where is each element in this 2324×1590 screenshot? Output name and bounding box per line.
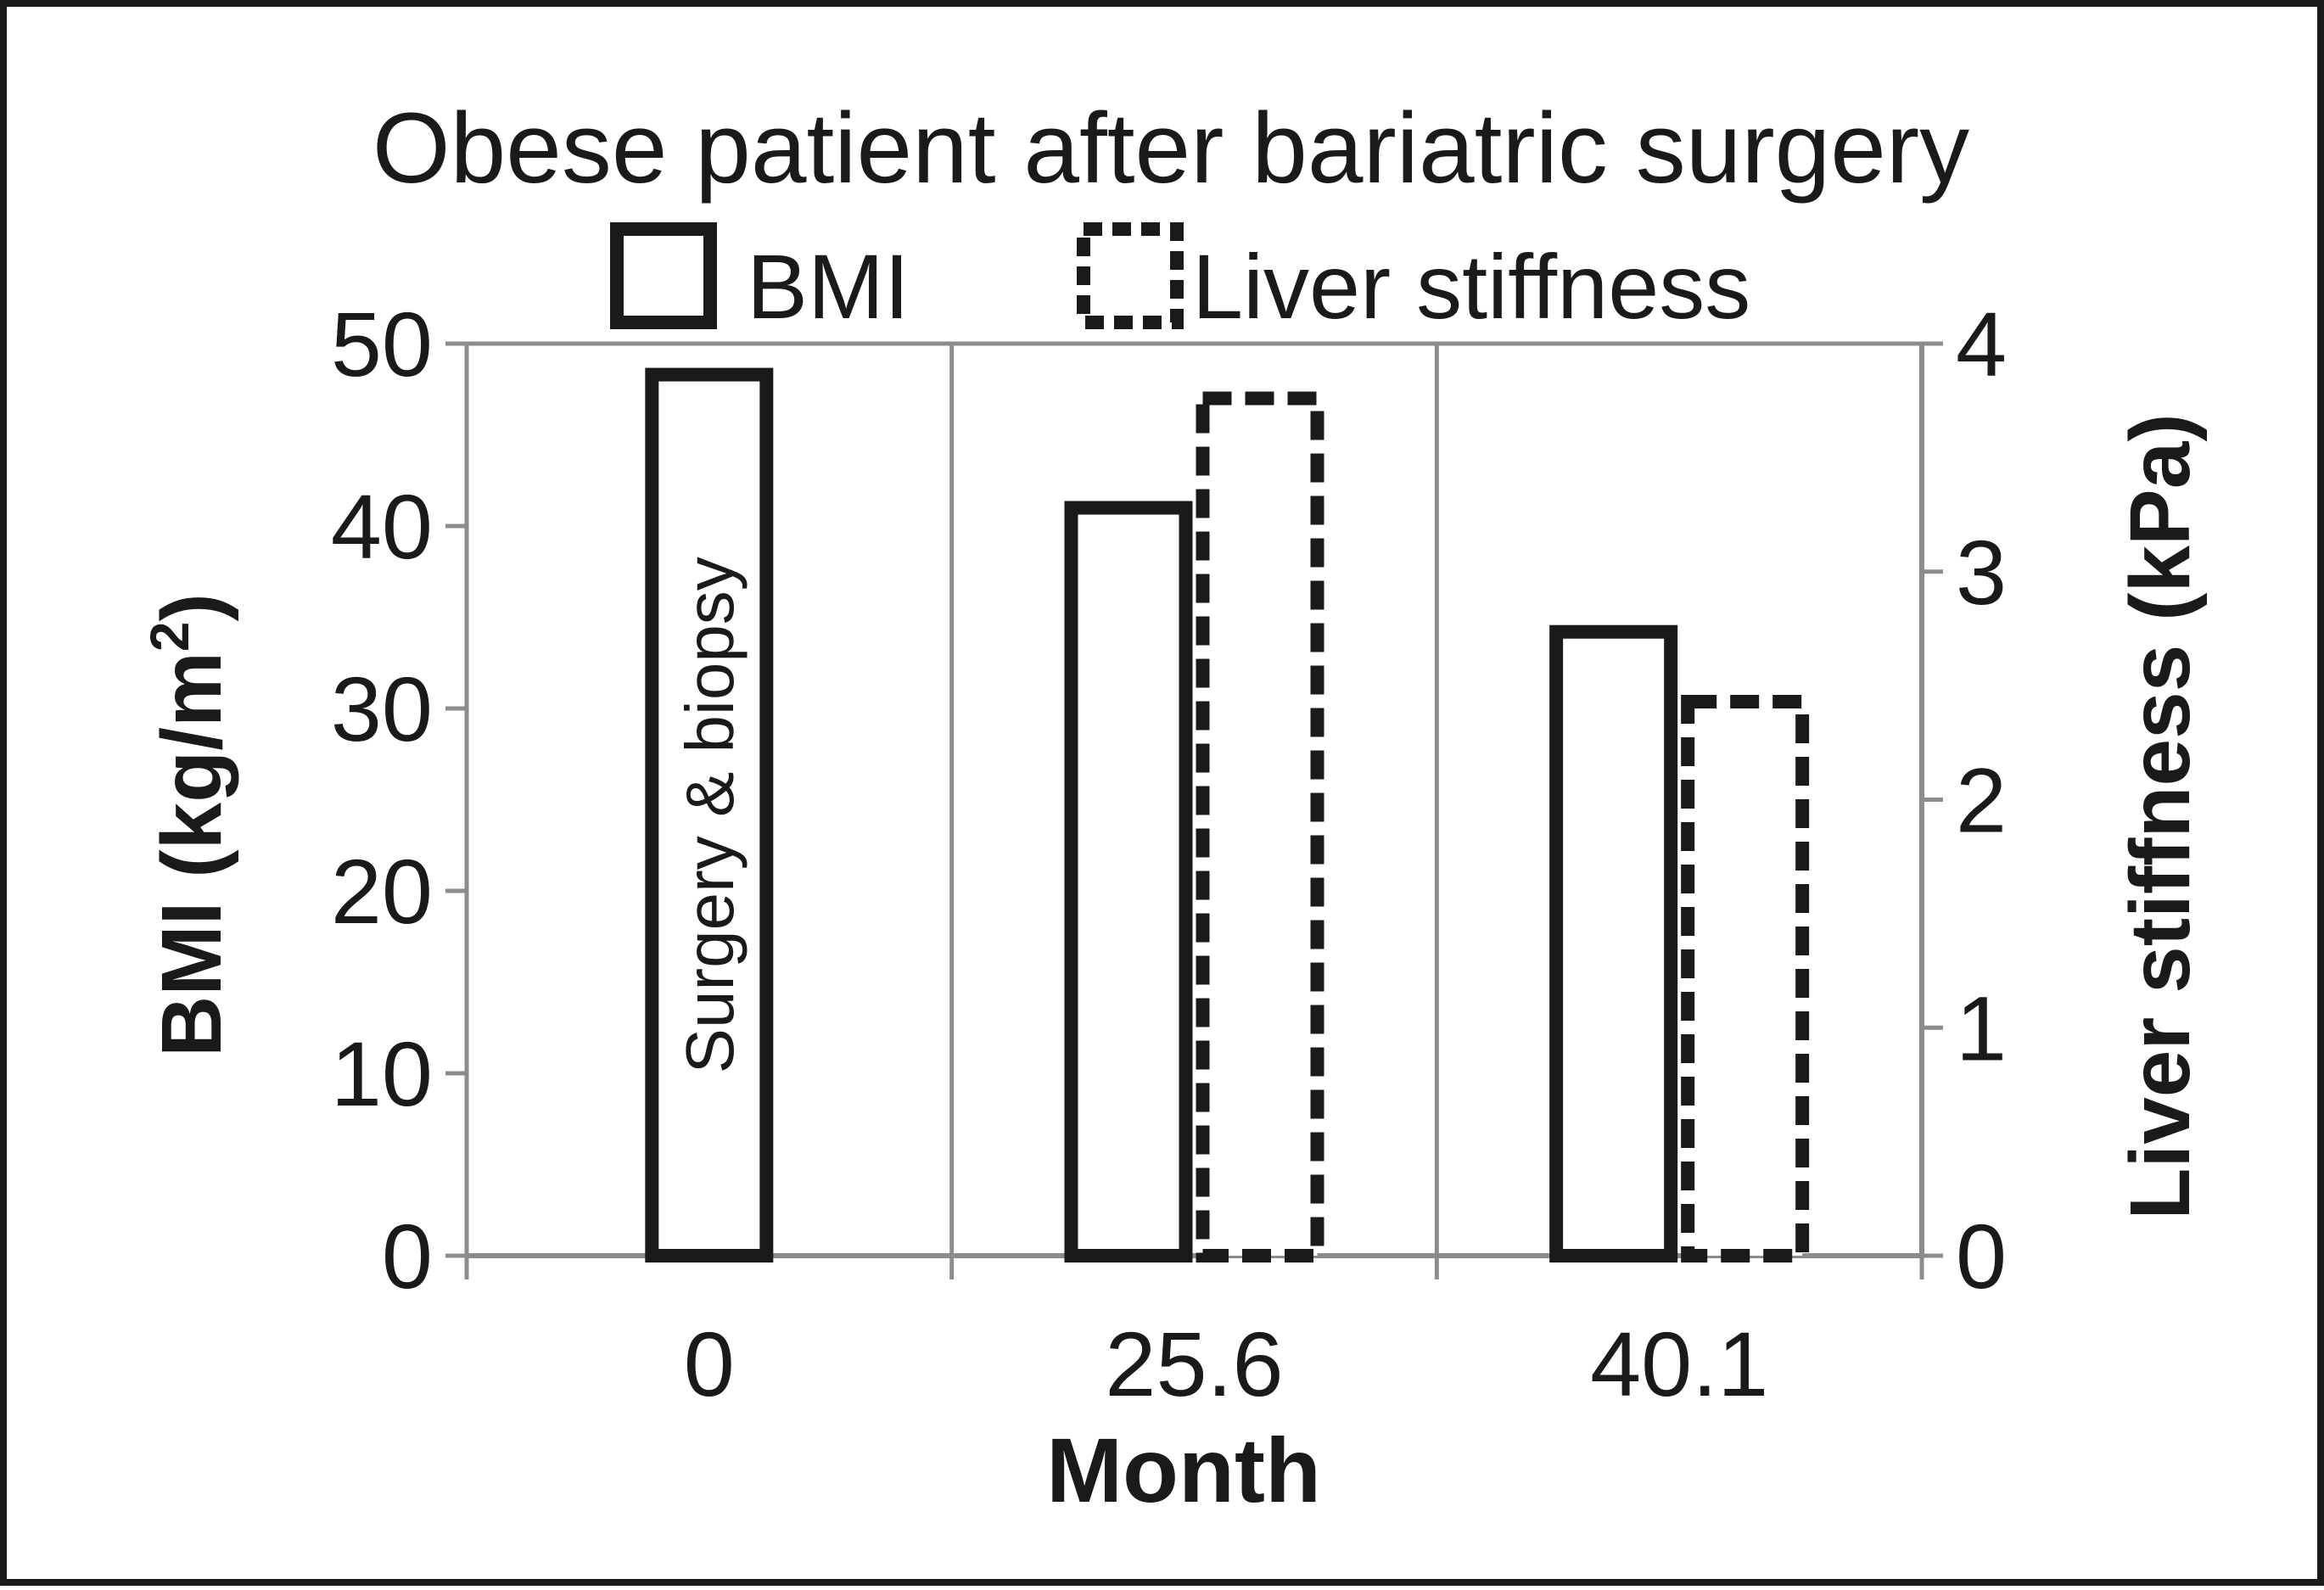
- bar-layer: [645, 367, 1810, 1262]
- x-tick-label-0: 0: [684, 1313, 735, 1415]
- bar-liver-stiffness-25.6: [1196, 391, 1324, 1262]
- y-left-tick-label-20: 20: [331, 840, 433, 943]
- bar-bmi-40.1: [1549, 624, 1678, 1262]
- y-left-tick-label-10: 10: [331, 1022, 433, 1125]
- y-left-tick-label-0: 0: [382, 1205, 433, 1307]
- y-axis-left-label-close: ): [144, 593, 239, 621]
- x-tick-label-40.1: 40.1: [1590, 1313, 1768, 1415]
- chart-title: Obese patient after bariatric surgery: [372, 92, 1969, 204]
- bar-liver-stiffness-40.1: [1681, 694, 1810, 1262]
- y-right-tick-label-1: 1: [1956, 977, 2007, 1079]
- x-axis-label: Month: [1046, 1419, 1321, 1521]
- legend-label-bmi: BMI: [747, 235, 910, 338]
- y-left-tick-label-50: 50: [331, 293, 433, 395]
- y-right-tick-label-0: 0: [1956, 1205, 2007, 1307]
- bar-bmi-25.6: [1064, 501, 1193, 1262]
- y-right-tick-label-3: 3: [1956, 521, 2007, 624]
- y-axis-left-label-superscript: 2: [139, 621, 200, 652]
- y-left-tick-label-40: 40: [331, 475, 433, 578]
- legend-label-liver-stiffness: Liver stiffness: [1192, 235, 1750, 338]
- y-right-tick-label-4: 4: [1956, 293, 2007, 395]
- x-tick-label-25.6: 25.6: [1105, 1313, 1283, 1415]
- y-axis-right-label: Liver stiffness (kPa): [2113, 413, 2208, 1219]
- y-axis-left-label: BMI (kg/m2): [139, 593, 239, 1057]
- legend-swatch-liver-stiffness: [1077, 222, 1184, 329]
- legend-swatch-bmi: [610, 222, 717, 329]
- y-left-tick-label-30: 30: [331, 658, 433, 760]
- legend: BMI Liver stiffness: [610, 222, 1750, 338]
- y-right-tick-label-2: 2: [1956, 749, 2007, 852]
- y-axis-left-label-text: BMI (kg/m: [144, 652, 239, 1057]
- bar-bmi-0: [645, 367, 774, 1262]
- surgery-biopsy-annotation: Surgery & biopsy: [672, 557, 748, 1073]
